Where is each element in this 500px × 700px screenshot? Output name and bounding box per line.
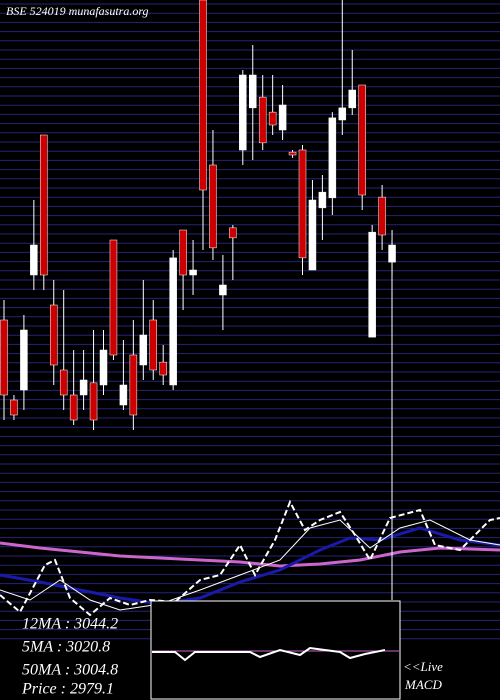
candle-body bbox=[169, 257, 177, 386]
candle-body bbox=[288, 151, 297, 156]
candle-body bbox=[189, 269, 197, 276]
candle-body bbox=[119, 384, 128, 406]
candle-body bbox=[258, 96, 267, 144]
chart-title: BSE 524019 munafasutra.org bbox=[6, 4, 149, 18]
candle-body bbox=[239, 74, 247, 151]
macd-line bbox=[152, 646, 386, 662]
stat: 12MA : 3044.2 bbox=[22, 616, 118, 633]
candle-body bbox=[69, 394, 78, 421]
candle-body bbox=[209, 164, 217, 249]
candle-body bbox=[268, 111, 277, 126]
candle-body bbox=[149, 319, 157, 371]
candle-body bbox=[159, 361, 167, 376]
candle-body bbox=[358, 84, 366, 196]
candle-body bbox=[59, 369, 68, 396]
candle-body bbox=[219, 284, 227, 296]
indicator-label: MACD bbox=[404, 677, 442, 692]
candle-body bbox=[229, 227, 237, 239]
candle-body bbox=[50, 304, 58, 366]
candle-body bbox=[388, 244, 396, 263]
candle-body bbox=[338, 107, 347, 121]
candle-body bbox=[348, 89, 356, 109]
candle-body bbox=[79, 379, 88, 396]
candle-body bbox=[30, 244, 38, 276]
candle-body bbox=[249, 74, 257, 109]
candle-body bbox=[129, 354, 138, 416]
macd-panel bbox=[150, 600, 401, 700]
candle-body bbox=[308, 199, 317, 271]
live-label: <<Live bbox=[403, 659, 443, 674]
candle-body bbox=[40, 134, 48, 276]
candle-body bbox=[378, 196, 386, 236]
stat: 5MA : 3020.8 bbox=[22, 639, 110, 656]
candle-body bbox=[298, 149, 307, 259]
candle-body bbox=[20, 329, 28, 391]
ma-line bbox=[0, 499, 500, 617]
candle-body bbox=[89, 382, 98, 421]
candle-body bbox=[10, 399, 18, 416]
candle-body bbox=[328, 117, 337, 199]
candle-body bbox=[109, 239, 118, 356]
candles bbox=[0, 0, 396, 430]
candle-body bbox=[278, 104, 287, 131]
stat: Price : 2979.1 bbox=[21, 681, 114, 698]
candle-body bbox=[99, 349, 108, 386]
grid bbox=[0, 3, 500, 640]
stat: 50MA : 3004.8 bbox=[22, 662, 118, 679]
ma-line bbox=[0, 541, 500, 568]
candle-body bbox=[368, 231, 376, 338]
candle-body bbox=[139, 334, 148, 366]
candle-body bbox=[0, 319, 8, 396]
candle-body bbox=[318, 191, 327, 209]
candle-body bbox=[199, 0, 207, 191]
ma-line bbox=[0, 526, 500, 606]
candle-body bbox=[179, 229, 187, 276]
